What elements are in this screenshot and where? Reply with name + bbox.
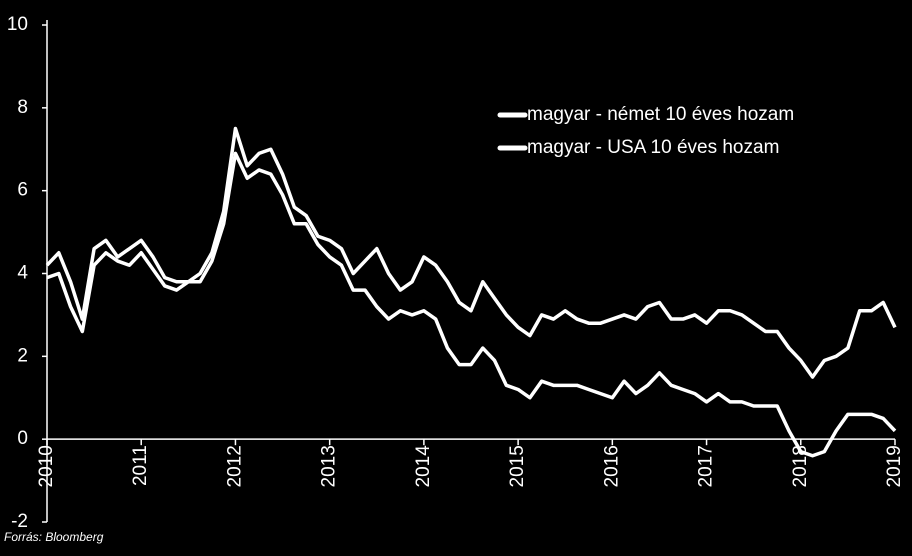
data-line bbox=[45, 126, 897, 379]
y-tick-label: 2 bbox=[17, 345, 28, 366]
x-tick-label: 2012 bbox=[224, 445, 245, 487]
y-tick-label: 4 bbox=[17, 263, 28, 284]
y-tick-label: 8 bbox=[17, 97, 28, 118]
y-tick-label: 10 bbox=[7, 14, 28, 35]
y-tick-label: 0 bbox=[17, 428, 28, 449]
x-tick-label: 2018 bbox=[790, 445, 811, 487]
data-line bbox=[46, 151, 897, 458]
x-tick-label: 2015 bbox=[507, 445, 528, 487]
x-tick-label: 2014 bbox=[413, 445, 434, 488]
source-note: Forrás: Bloomberg bbox=[4, 530, 104, 544]
x-tick-label: 2010 bbox=[36, 445, 57, 487]
y-tick-label: -2 bbox=[11, 511, 28, 532]
legend-label: magyar - USA 10 éves hozam bbox=[527, 137, 779, 158]
x-tick-label: 2011 bbox=[130, 445, 151, 486]
x-tick-label: 2019 bbox=[884, 445, 905, 487]
x-tick-label: 2017 bbox=[696, 445, 717, 487]
x-tick-label: 2013 bbox=[319, 445, 340, 487]
legend-label: magyar - német 10 éves hozam bbox=[527, 104, 794, 125]
y-tick-label: 6 bbox=[17, 180, 28, 201]
x-tick-label: 2016 bbox=[601, 445, 622, 487]
